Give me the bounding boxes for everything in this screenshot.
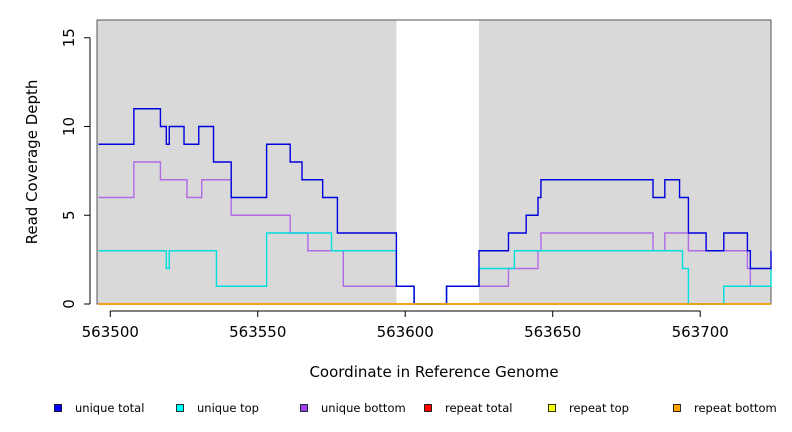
legend-swatch-unique-top	[176, 404, 184, 412]
legend-swatch-repeat-top	[548, 404, 556, 412]
legend-label-repeat-top: repeat top	[569, 401, 629, 415]
x-tick-label-563700: 563700	[672, 323, 729, 341]
legend-label-unique-bottom: unique bottom	[321, 401, 406, 415]
x-tick-label-563650: 563650	[524, 323, 581, 341]
legend-label-unique-total: unique total	[75, 401, 144, 415]
y-tick-label-10: 10	[60, 117, 78, 136]
x-axis-title: Coordinate in Reference Genome	[309, 363, 558, 381]
legend-swatch-repeat-bottom	[673, 404, 681, 412]
legend-label-repeat-bottom: repeat bottom	[694, 401, 777, 415]
legend-swatch-repeat-total	[424, 404, 432, 412]
x-tick-label-563600: 563600	[377, 323, 434, 341]
legend-label-unique-top: unique top	[197, 401, 259, 415]
y-axis-title: Read Coverage Depth	[23, 80, 41, 245]
x-tick-label-563500: 563500	[82, 323, 139, 341]
legend-swatch-unique-total	[54, 404, 62, 412]
y-axis: 0 5 10 15	[60, 28, 91, 309]
y-tick-label-15: 15	[60, 28, 78, 47]
series-layer	[98, 108, 772, 305]
legend-swatch-unique-bottom	[300, 404, 308, 412]
y-tick-label-0: 0	[60, 299, 78, 309]
shaded-region-2	[478, 20, 771, 304]
x-axis: 563500 563550 563600 563650 563700	[82, 310, 729, 341]
x-tick-label-563550: 563550	[229, 323, 286, 341]
shaded-regions	[97, 20, 771, 304]
legend-label-repeat-total: repeat total	[445, 401, 512, 415]
legend: unique total unique top unique bottom repea…	[54, 401, 777, 415]
y-tick-label-5: 5	[60, 210, 78, 220]
